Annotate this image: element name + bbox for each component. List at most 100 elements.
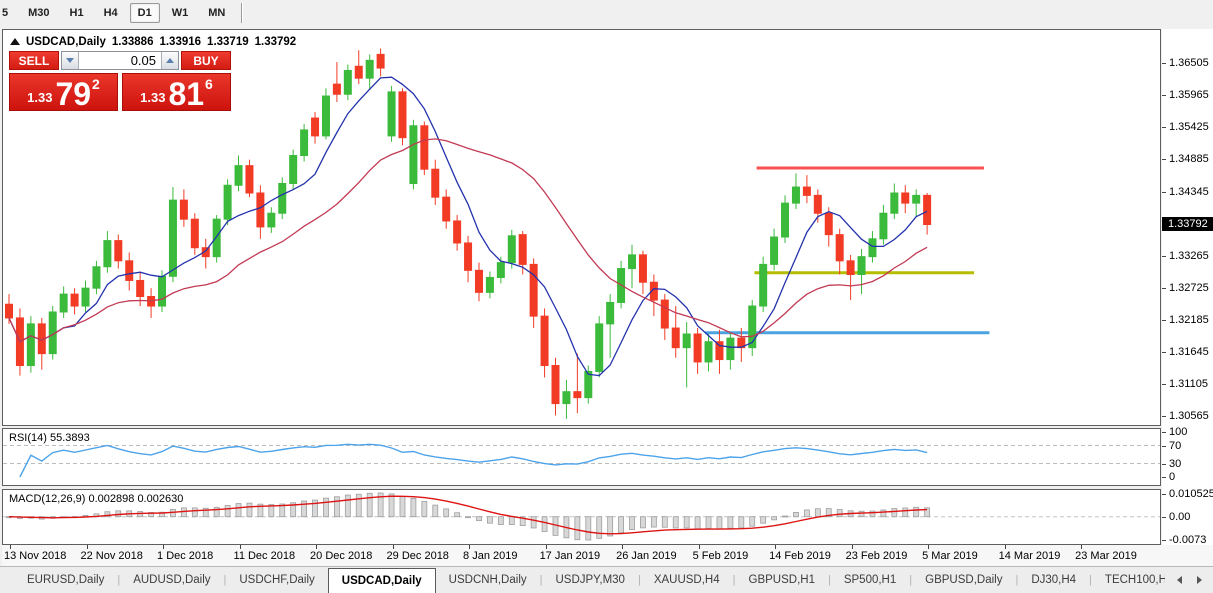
timeframe-button-h1[interactable]: H1 xyxy=(69,7,84,19)
price-axis[interactable]: 0.010525 0.00 -0.0073 1.36505 1.35965 1.35425… xyxy=(1162,29,1213,546)
candle-body xyxy=(485,276,494,293)
macd-histogram-bar xyxy=(585,516,592,541)
date-tick xyxy=(1081,545,1083,549)
sell-button[interactable]: SELL xyxy=(9,51,59,70)
candle xyxy=(912,189,921,217)
volume-decrease-button[interactable] xyxy=(62,52,79,69)
timeframe-button-mn[interactable]: MN xyxy=(208,7,226,19)
macd-histogram-bar xyxy=(246,502,253,518)
candle-body xyxy=(628,254,637,270)
volume-spinner: 0.05 xyxy=(61,51,179,70)
date-label: 17 Jan 2019 xyxy=(539,550,601,562)
macd-histogram-bar xyxy=(202,507,209,518)
candle-body xyxy=(300,129,309,157)
one-click-trading-widget: SELL 0.05 BUY 1.33 79 2 1.33 81 6 xyxy=(9,51,231,111)
tab-dj30-h4[interactable]: DJ30,H4 xyxy=(1031,574,1077,586)
candle xyxy=(125,252,134,291)
sell-price-button[interactable]: 1.33 79 2 xyxy=(9,73,118,111)
arrow-left-icon xyxy=(1176,576,1182,584)
macd-histogram-bar xyxy=(607,516,614,537)
candle-body xyxy=(125,260,134,281)
candle xyxy=(715,329,724,374)
tab-separator: | xyxy=(827,574,831,586)
candle-body xyxy=(311,117,320,137)
axis-tick xyxy=(1162,463,1166,465)
tab-separator: | xyxy=(732,574,736,586)
macd-histogram-bar xyxy=(333,496,340,518)
price-axis-label: 1.34345 xyxy=(1169,185,1209,198)
timeframe-button-w1[interactable]: W1 xyxy=(171,7,189,19)
candle-body xyxy=(693,333,702,363)
tab-usdcnh-daily[interactable]: USDCNH,Daily xyxy=(448,574,527,586)
candle-body xyxy=(289,155,298,184)
candle xyxy=(638,250,647,295)
buy-button[interactable]: BUY xyxy=(181,51,231,70)
macd-axis-label: 0.00 xyxy=(1169,510,1191,523)
tab-eurusd-daily[interactable]: EURUSD,Daily xyxy=(27,574,105,586)
scroll-tabs-right-button[interactable] xyxy=(1193,573,1205,587)
scroll-tabs-left-button[interactable] xyxy=(1173,573,1185,587)
date-tick xyxy=(545,545,547,549)
candle xyxy=(103,231,112,273)
rsi-panel[interactable]: RSI(14) 55.3893 xyxy=(2,428,1161,486)
macd-histogram-bar xyxy=(268,504,275,518)
candle xyxy=(92,260,101,295)
tab-usdcad-daily[interactable]: USDCAD,Daily xyxy=(327,568,436,593)
date-label: 5 Feb 2019 xyxy=(692,550,749,562)
tab-xauusd-h4[interactable]: XAUUSD,H4 xyxy=(653,574,720,586)
candle xyxy=(846,254,855,301)
macd-histogram-bar xyxy=(924,507,931,518)
date-axis[interactable]: 13 Nov 2018 22 Nov 2018 1 Dec 2018 11 Dec 2… xyxy=(2,545,1213,566)
timeframe-button-m30[interactable]: M30 xyxy=(28,7,50,19)
tab-tech100-h1[interactable]: TECH100,H1 xyxy=(1104,574,1165,586)
date-label: 8 Jan 2019 xyxy=(463,550,518,562)
sell-price-pip: 2 xyxy=(92,76,100,92)
timeframe-button-5[interactable]: 5 xyxy=(2,7,9,19)
axis-tick xyxy=(1162,159,1166,161)
tab-separator: | xyxy=(909,574,913,586)
timeframe-button-d1[interactable]: D1 xyxy=(129,3,160,23)
candle xyxy=(223,179,232,226)
date-tick xyxy=(163,545,165,549)
candle-body xyxy=(420,125,429,170)
tab-scroll-arrows xyxy=(1165,567,1213,593)
macd-panel[interactable]: MACD(12,26,9) 0.002898 0.002630 xyxy=(2,489,1161,545)
candle-body xyxy=(551,365,560,405)
candle xyxy=(595,316,604,378)
macd-histogram-bar xyxy=(323,497,329,518)
macd-histogram-bar xyxy=(705,516,712,529)
tab-gbpusd-daily[interactable]: GBPUSD,Daily xyxy=(925,574,1003,586)
tab-usdjpy-m30[interactable]: USDJPY,M30 xyxy=(555,574,625,586)
buy-price-button[interactable]: 1.33 81 6 xyxy=(122,73,231,111)
candle xyxy=(562,379,571,420)
candlestick-chart[interactable] xyxy=(3,30,1160,425)
candle-body xyxy=(671,327,680,349)
main-chart-panel[interactable]: USDCAD,Daily 1.33886 1.33916 1.33719 1.33792… xyxy=(2,29,1161,426)
macd-histogram-bar xyxy=(749,516,756,527)
tab-sp500-h1[interactable]: SP500,H1 xyxy=(843,574,897,586)
candle-body xyxy=(168,199,177,277)
axis-tick xyxy=(1162,191,1166,193)
axis-tick xyxy=(1162,477,1166,478)
date-label: 13 Nov 2018 xyxy=(4,550,67,562)
volume-increase-button[interactable] xyxy=(161,52,178,69)
candle xyxy=(168,187,177,283)
candle xyxy=(759,256,768,312)
tab-gbpusd-h1[interactable]: GBPUSD,H1 xyxy=(748,574,815,586)
rsi-chart[interactable] xyxy=(3,429,1160,485)
price-axis-label: 1.33265 xyxy=(1169,249,1209,262)
tab-audusd-daily[interactable]: AUDUSD,Daily xyxy=(133,574,211,586)
candle xyxy=(365,54,374,91)
macd-histogram-bar xyxy=(224,505,231,518)
tab-usdchf-daily[interactable]: USDCHF,Daily xyxy=(239,574,315,586)
candle xyxy=(726,332,735,370)
timeframe-button-h4[interactable]: H4 xyxy=(103,7,118,19)
candle-body xyxy=(529,263,538,317)
macd-histogram-bar xyxy=(344,494,351,518)
macd-histogram-bar xyxy=(497,516,504,525)
macd-chart[interactable] xyxy=(3,490,1160,544)
chart-tabs: EURUSD,Daily | AUDUSD,Daily | USDCHF,Daily US… xyxy=(14,567,1165,593)
macd-histogram-bar xyxy=(541,516,548,532)
volume-input[interactable]: 0.05 xyxy=(130,53,156,68)
date-tick xyxy=(698,545,700,549)
